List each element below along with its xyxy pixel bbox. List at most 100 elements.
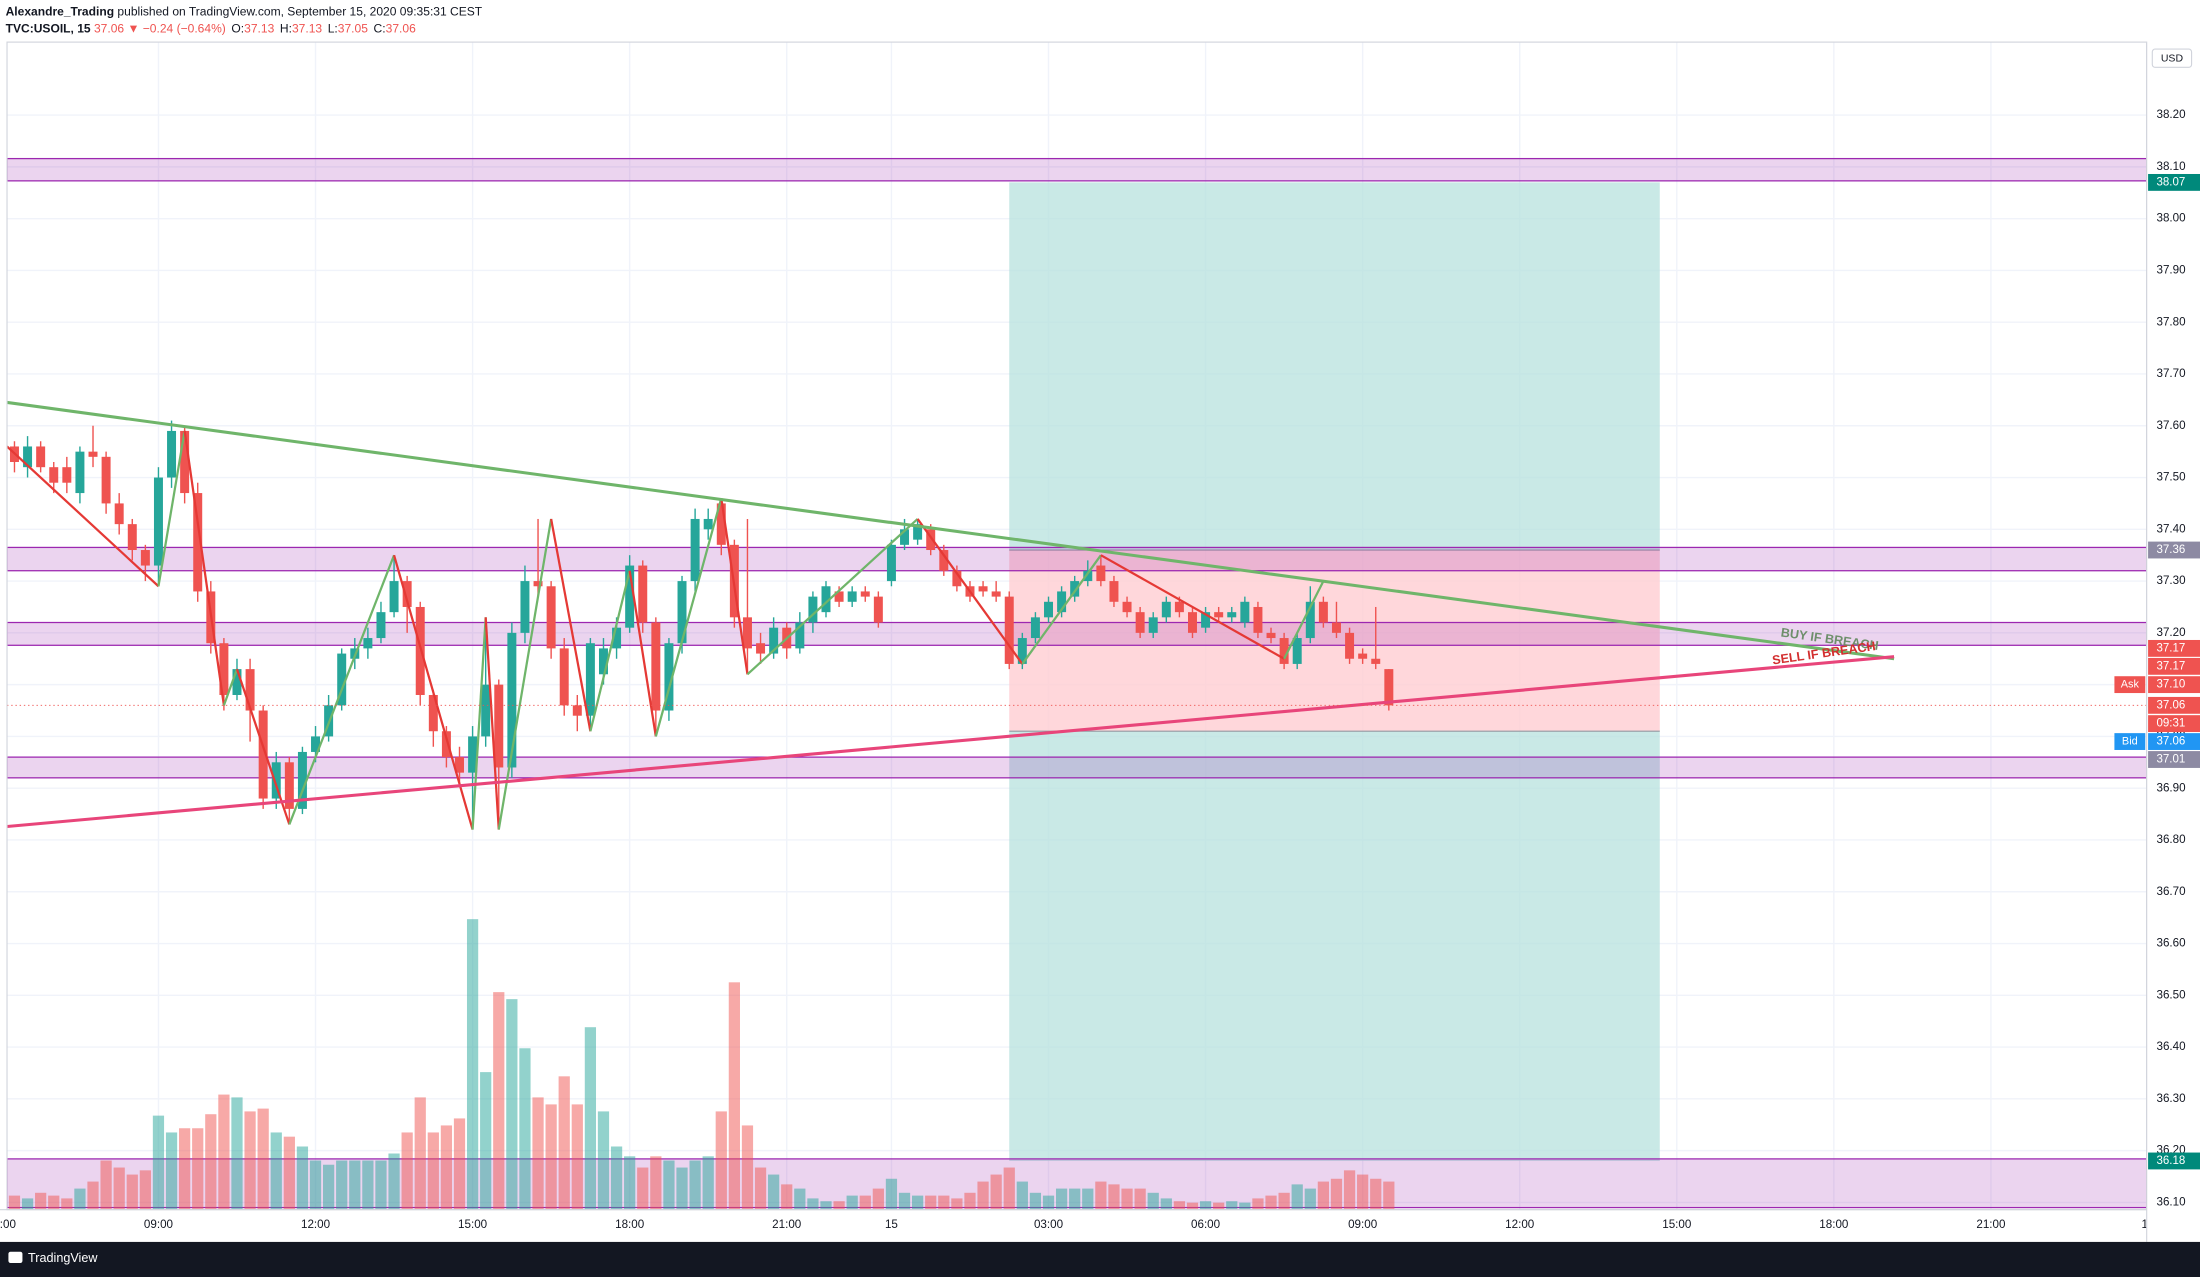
footer-logo: TradingView bbox=[8, 1251, 98, 1265]
plot-content bbox=[7, 42, 2147, 1210]
trend-line bbox=[7, 400, 1895, 661]
candle-body bbox=[1188, 612, 1197, 633]
candle-body bbox=[1214, 612, 1224, 618]
candle-body bbox=[886, 544, 896, 582]
candle-body bbox=[900, 529, 910, 545]
candle-body bbox=[127, 524, 137, 551]
candle-body bbox=[873, 596, 883, 623]
candle-body bbox=[167, 430, 177, 478]
zigzag-segment bbox=[484, 617, 500, 830]
volume-bar bbox=[1029, 1192, 1042, 1210]
volume-bar bbox=[597, 1111, 610, 1210]
volume-bar bbox=[506, 999, 518, 1210]
x-tick-label: 21:00 bbox=[772, 1218, 802, 1231]
candle-body bbox=[232, 669, 242, 695]
y-tick-label: 37.30 bbox=[2157, 574, 2187, 587]
volume-bar bbox=[1121, 1188, 1133, 1210]
x-tick-label: 18:00 bbox=[615, 1218, 645, 1231]
candle-body bbox=[219, 643, 229, 695]
candle-body bbox=[1135, 612, 1145, 633]
candle-body bbox=[795, 622, 805, 649]
zigzag-segment bbox=[157, 430, 186, 587]
price-tag-label: 37.06 bbox=[2157, 736, 2186, 748]
x-tick-label: 15:00 bbox=[1662, 1218, 1692, 1231]
candle-body bbox=[612, 627, 622, 649]
price-tag-label: 37.36 bbox=[2157, 544, 2186, 556]
header-line: Alexandre_Trading published on TradingVi… bbox=[6, 5, 483, 19]
last-price: 37.06 bbox=[94, 22, 124, 36]
candle-body bbox=[245, 669, 255, 711]
field-key: O: bbox=[231, 22, 244, 36]
price-tag-label: 36.18 bbox=[2157, 1155, 2186, 1167]
candle-body bbox=[651, 622, 661, 711]
volume-bar bbox=[466, 919, 479, 1210]
volume-bar bbox=[453, 1118, 466, 1210]
candle-body bbox=[1017, 638, 1027, 664]
volume-bar bbox=[427, 1132, 439, 1210]
volume-bar bbox=[977, 1181, 989, 1210]
volume-bar bbox=[152, 1115, 165, 1210]
candle-body bbox=[337, 653, 347, 706]
volume-bar bbox=[781, 1184, 793, 1210]
price-tag bbox=[2148, 541, 2200, 559]
price-tag bbox=[2148, 639, 2200, 657]
candle-body bbox=[23, 446, 33, 468]
published: published on TradingView.com, September … bbox=[117, 5, 482, 19]
volume-bar bbox=[270, 1132, 282, 1210]
candle-body bbox=[1318, 601, 1328, 623]
volume-bar bbox=[244, 1111, 256, 1210]
volume-bar bbox=[938, 1195, 950, 1210]
candle-body bbox=[572, 705, 582, 716]
candle-body bbox=[769, 627, 779, 654]
price-tag bbox=[2148, 657, 2200, 675]
y-tick-label: 36.50 bbox=[2157, 988, 2187, 1001]
volume-bar bbox=[375, 1160, 387, 1210]
price-tag-label: 09:31 bbox=[2157, 718, 2186, 730]
candle-body bbox=[1358, 653, 1368, 659]
volume-bar bbox=[1383, 1181, 1395, 1210]
x-tick-label: 12:00 bbox=[301, 1218, 331, 1231]
volume-bar bbox=[1265, 1195, 1277, 1210]
volume-bar bbox=[637, 1167, 649, 1210]
volume-bar bbox=[558, 1076, 570, 1210]
candle-body bbox=[481, 684, 491, 737]
volume-bar bbox=[912, 1195, 924, 1210]
volume-bar bbox=[1042, 1195, 1055, 1210]
volume-bar bbox=[1226, 1201, 1238, 1210]
candle-body bbox=[389, 581, 399, 613]
candle-body bbox=[507, 632, 517, 768]
field-key: L: bbox=[328, 22, 338, 36]
field-key: H: bbox=[280, 22, 292, 36]
volume-bar bbox=[8, 1195, 21, 1210]
zigzag-segment bbox=[1100, 554, 1285, 660]
volume-bar bbox=[192, 1128, 204, 1210]
volume-bar bbox=[1186, 1202, 1199, 1210]
volume-bar bbox=[807, 1198, 819, 1210]
candle-body bbox=[1331, 622, 1341, 633]
candle-body bbox=[1161, 601, 1171, 618]
volume-bar bbox=[885, 1178, 898, 1210]
candle-body bbox=[677, 581, 687, 644]
candle-body bbox=[153, 477, 163, 566]
candle-body bbox=[297, 751, 307, 809]
candle-body bbox=[455, 757, 464, 773]
zigzag-segment bbox=[654, 497, 723, 737]
candle-body bbox=[114, 503, 124, 525]
price-tag bbox=[2148, 676, 2200, 694]
candle-body bbox=[834, 591, 844, 602]
volume-bar bbox=[309, 1160, 322, 1210]
candle-body bbox=[428, 694, 438, 732]
price-tag-label: 37.17 bbox=[2157, 660, 2186, 672]
candle-body bbox=[1148, 617, 1158, 633]
volume-bar bbox=[676, 1167, 688, 1210]
y-tick-label: 37.20 bbox=[2157, 626, 2187, 639]
candle-body bbox=[533, 581, 543, 587]
volume-bar bbox=[689, 1160, 701, 1210]
candle-body bbox=[742, 617, 752, 649]
volume-bar bbox=[715, 1111, 727, 1210]
zigzag-segment bbox=[916, 518, 1024, 665]
candle-body bbox=[638, 565, 648, 623]
candle-body bbox=[402, 581, 412, 607]
